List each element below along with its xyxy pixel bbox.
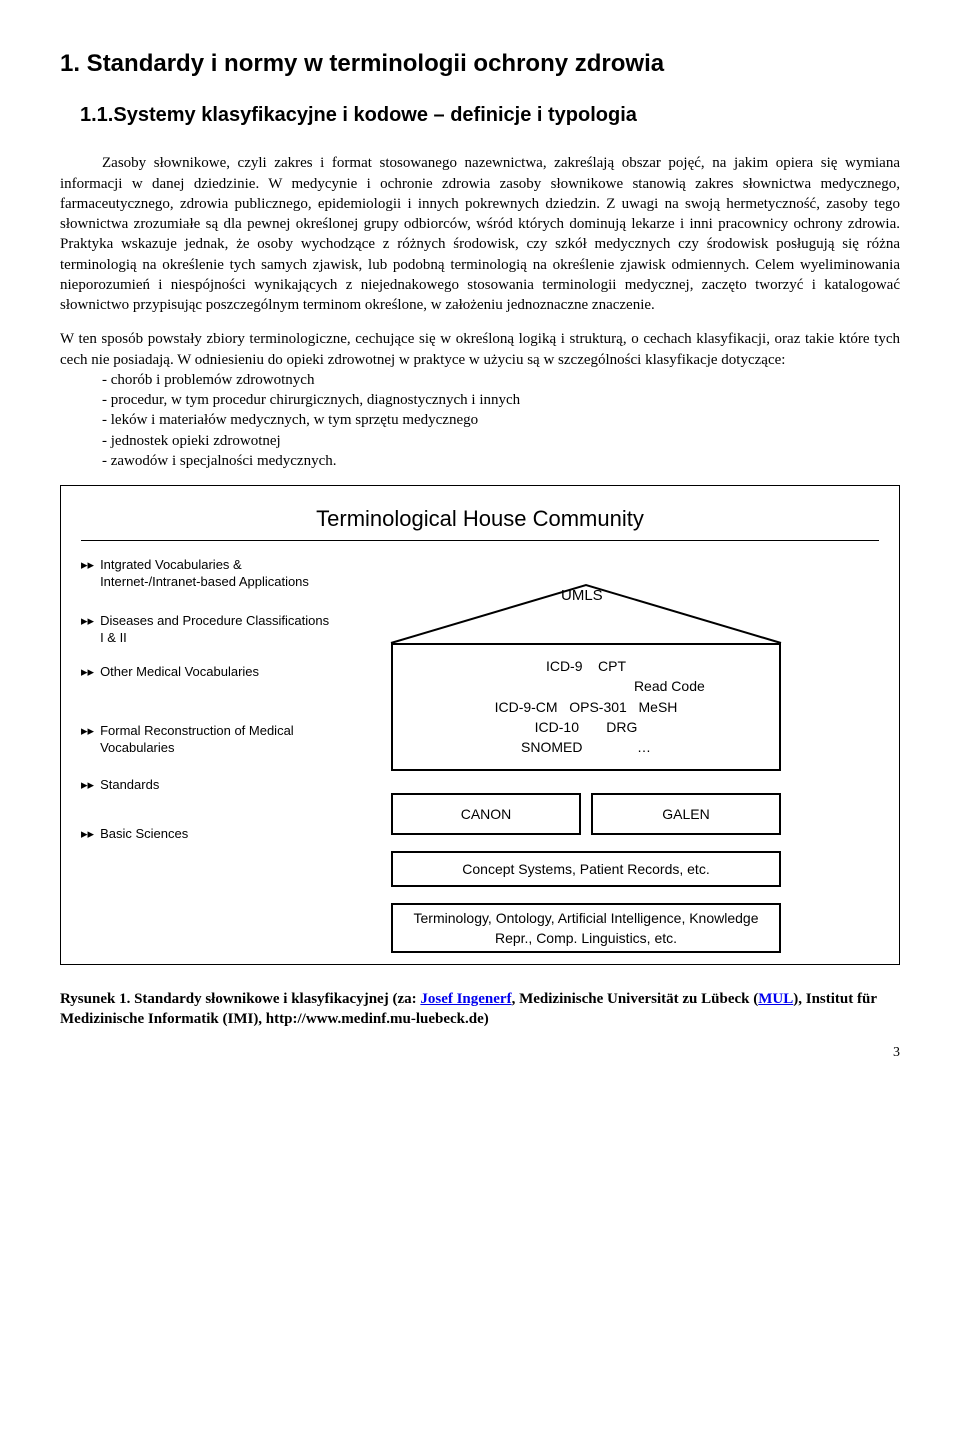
caption-text: Rysunek 1. Standardy słownikowe i klasyf…: [60, 991, 420, 1007]
figure-rule: [81, 540, 879, 541]
section-subtitle: 1.1.Systemy klasyfikacyjne i kodowe – de…: [80, 102, 900, 129]
figure-title: Terminological House Community: [81, 504, 879, 534]
page-title: 1. Standardy i normy w terminologii ochr…: [60, 48, 900, 80]
arrow-icon: ▸▸: [81, 723, 94, 740]
figure-left-label: Standards: [100, 777, 159, 794]
list-item: - jednostek opieki zdrowotnej: [102, 431, 900, 451]
arrow-icon: ▸▸: [81, 557, 94, 574]
house-concept-box: Concept Systems, Patient Records, etc.: [391, 851, 781, 887]
caption-link-mul[interactable]: MUL: [758, 991, 793, 1007]
figure-left-label: Other Medical Vocabularies: [100, 664, 259, 681]
figure-left-label: Diseases and Procedure Classifications I…: [100, 613, 331, 647]
house-canon-box: CANON: [391, 793, 581, 835]
paragraph-1: Zasoby słownikowe, czyli zakres i format…: [60, 153, 900, 315]
figure-left-label: Intgrated Vocabularies & Internet-/Intra…: [100, 557, 331, 591]
figure-left-label: Formal Reconstruction of Medical Vocabul…: [100, 723, 331, 757]
figure-house: UMLS ICD-9 CPT Read Code ICD-9-CM OPS-30…: [371, 555, 821, 955]
arrow-icon: ▸▸: [81, 613, 94, 630]
arrow-icon: ▸▸: [81, 826, 94, 843]
caption-text: , Medizinische Universität zu Lübeck (: [512, 991, 759, 1007]
classification-list: - chorób i problemów zdrowotnych - proce…: [60, 370, 900, 471]
list-item: - chorób i problemów zdrowotnych: [102, 370, 900, 390]
house-galen-box: GALEN: [591, 793, 781, 835]
figure-caption: Rysunek 1. Standardy słownikowe i klasyf…: [60, 989, 900, 1030]
caption-link-author[interactable]: Josef Ingenerf: [420, 991, 511, 1007]
list-item: - zawodów i specjalności medycznych.: [102, 451, 900, 471]
paragraph-2: W ten sposób powstały zbiory terminologi…: [60, 329, 900, 370]
figure-left-labels: ▸▸ Intgrated Vocabularies & Internet-/Int…: [81, 555, 331, 857]
figure-left-label: Basic Sciences: [100, 826, 188, 843]
house-terminology-box: Terminology, Ontology, Artificial Intell…: [391, 903, 781, 953]
roof-label: UMLS: [561, 586, 603, 606]
arrow-icon: ▸▸: [81, 777, 94, 794]
arrow-icon: ▸▸: [81, 664, 94, 681]
page-number: 3: [60, 1044, 900, 1063]
figure-1: Terminological House Community ▸▸ Intgrat…: [60, 485, 900, 965]
house-main-box: ICD-9 CPT Read Code ICD-9-CM OPS-301 MeS…: [391, 643, 781, 771]
list-item: - leków i materiałów medycznych, w tym s…: [102, 410, 900, 430]
list-item: - procedur, w tym procedur chirurgicznyc…: [102, 390, 900, 410]
